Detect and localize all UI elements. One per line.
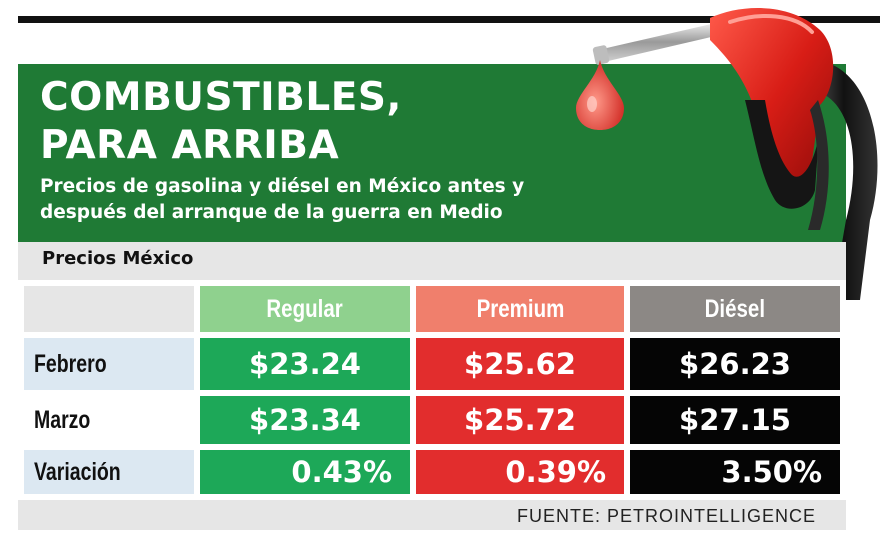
table-corner-cell: [24, 286, 194, 332]
table-cell: 0.43%: [200, 450, 410, 494]
row-label-variacion: Variación: [24, 450, 194, 494]
source-credit: FUENTE: PETROINTELLIGENCE: [516, 506, 816, 526]
table-cell: $26.23: [630, 338, 840, 390]
header-banner: COMBUSTIBLES, PARA ARRIBA Precios de gas…: [18, 64, 846, 242]
table-cell: $25.72: [416, 396, 624, 444]
page-title-line-2: PARA ARRIBA: [40, 123, 340, 168]
top-rule: [18, 16, 880, 23]
fuel-nozzle-icon: [576, 8, 878, 300]
section-bar: Precios México: [18, 242, 846, 280]
column-header-diesel: Diésel: [630, 286, 840, 332]
table-cell: $27.15: [630, 396, 840, 444]
table-cell: 3.50%: [630, 450, 840, 494]
section-label: Precios México: [42, 248, 194, 269]
row-label-marzo: Marzo: [24, 396, 194, 444]
page-subtitle: Precios de gasolina y diésel en México a…: [40, 176, 525, 223]
table-cell: $25.62: [416, 338, 624, 390]
page-title-line-1: COMBUSTIBLES,: [40, 75, 402, 120]
fuel-drop-icon: [576, 60, 624, 130]
row-label-febrero: Febrero: [24, 338, 194, 390]
footer-bar: FUENTE: PETROINTELLIGENCE: [18, 500, 846, 530]
column-header-premium: Premium: [416, 286, 624, 332]
table-cell: 0.39%: [416, 450, 624, 494]
table-cell: $23.34: [200, 396, 410, 444]
column-header-regular: Regular: [200, 286, 410, 332]
table-cell: $23.24: [200, 338, 410, 390]
